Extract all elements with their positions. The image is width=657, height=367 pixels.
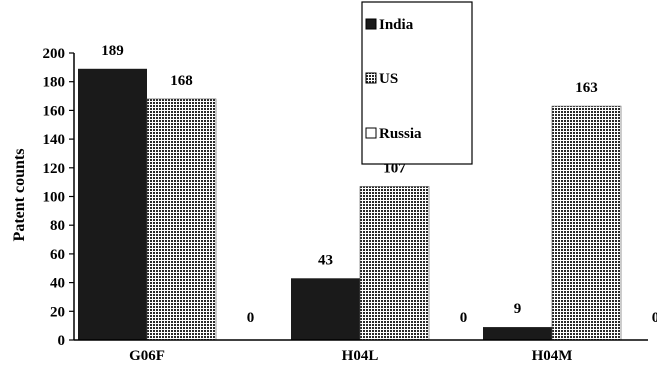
value-label: 168 bbox=[170, 73, 193, 89]
value-label: 163 bbox=[575, 80, 598, 96]
bar-india-g06f bbox=[78, 68, 147, 340]
legend-swatch-us bbox=[365, 72, 377, 84]
legend-box bbox=[361, 1, 473, 165]
value-label: 9 bbox=[514, 301, 522, 317]
value-label: 0 bbox=[247, 310, 255, 326]
legend: India US Russia bbox=[361, 1, 473, 165]
legend-swatch-russia bbox=[365, 127, 377, 139]
y-axis-ticks: 0 20 40 60 80 100 120 140 160 180 200 bbox=[43, 46, 74, 349]
bars-group bbox=[78, 68, 622, 341]
y-axis-label: Patent counts bbox=[11, 149, 28, 242]
category-labels-group: G06F H04L H04M bbox=[129, 348, 572, 364]
legend-label-us: US bbox=[379, 71, 398, 87]
category-label: H04M bbox=[532, 348, 573, 364]
legend-swatch-india bbox=[365, 18, 377, 30]
bar-india-h04m bbox=[483, 327, 552, 340]
category-label: H04L bbox=[342, 348, 379, 364]
y-tick-label: 140 bbox=[43, 132, 66, 148]
bar-us-h04l bbox=[359, 186, 430, 341]
y-tick-label: 120 bbox=[43, 161, 66, 177]
legend-label-india: India bbox=[379, 17, 414, 33]
bar-us-h04m bbox=[551, 105, 622, 341]
y-tick-label: 200 bbox=[43, 46, 66, 62]
y-tick-label: 60 bbox=[50, 247, 65, 263]
bar-us-g06f bbox=[146, 98, 217, 341]
value-label: 189 bbox=[101, 43, 124, 59]
y-tick-label: 180 bbox=[43, 75, 66, 91]
y-tick-label: 40 bbox=[50, 276, 65, 292]
y-tick-label: 20 bbox=[50, 304, 65, 320]
y-tick-label: 0 bbox=[58, 333, 66, 349]
y-tick-label: 80 bbox=[50, 218, 65, 234]
bar-india-h04l bbox=[291, 278, 360, 340]
value-label: 0 bbox=[460, 310, 468, 326]
y-tick-label: 160 bbox=[43, 103, 66, 119]
legend-label-russia: Russia bbox=[379, 126, 422, 142]
y-tick-label: 100 bbox=[43, 190, 66, 206]
value-label: 0 bbox=[652, 310, 657, 326]
category-label: G06F bbox=[129, 348, 165, 364]
value-label: 43 bbox=[318, 252, 333, 268]
